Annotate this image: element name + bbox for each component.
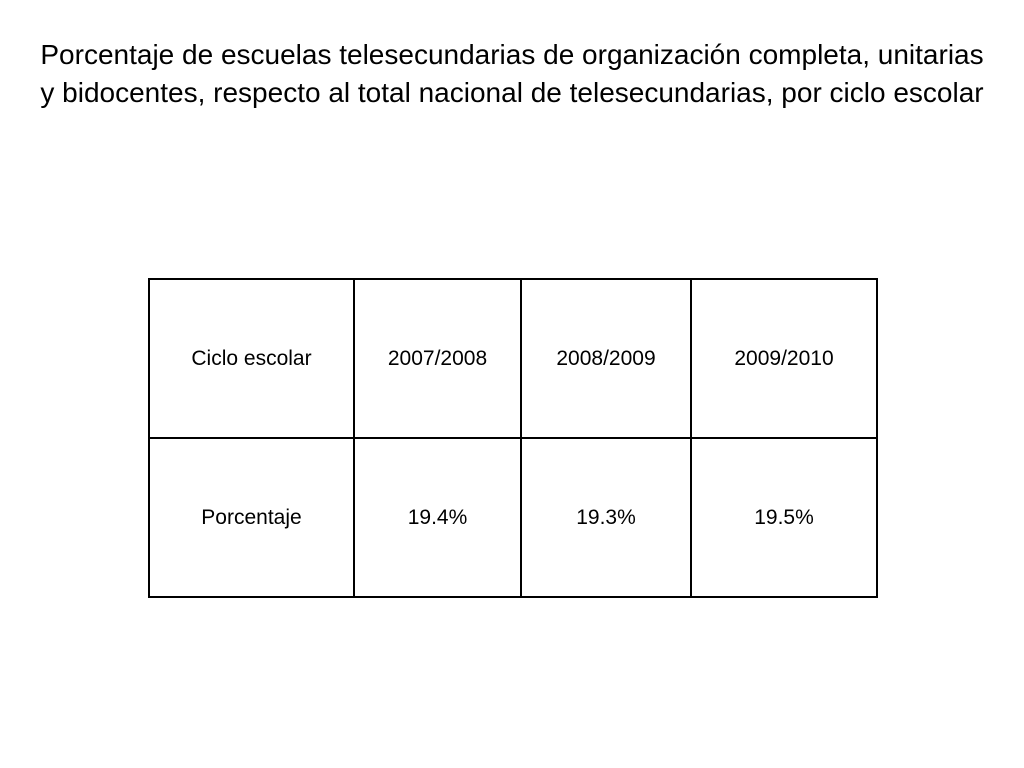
table-header-cell: 2007/2008 [353,278,522,439]
table-header-cell: 2009/2010 [690,278,878,439]
data-table: Ciclo escolar 2007/2008 2008/2009 2009/2… [148,278,878,598]
table-cell: 19.4% [353,437,522,598]
slide-title: Porcentaje de escuelas telesecundarias d… [40,39,984,108]
table-cell: Porcentaje [148,437,355,598]
table-cell: 19.5% [690,437,878,598]
table-header-cell: Ciclo escolar [148,278,355,439]
table-header-row: Ciclo escolar 2007/2008 2008/2009 2009/2… [148,278,878,439]
table-header-cell: 2008/2009 [520,278,692,439]
table-cell: 19.3% [520,437,692,598]
table-row: Porcentaje 19.4% 19.3% 19.5% [148,437,878,598]
